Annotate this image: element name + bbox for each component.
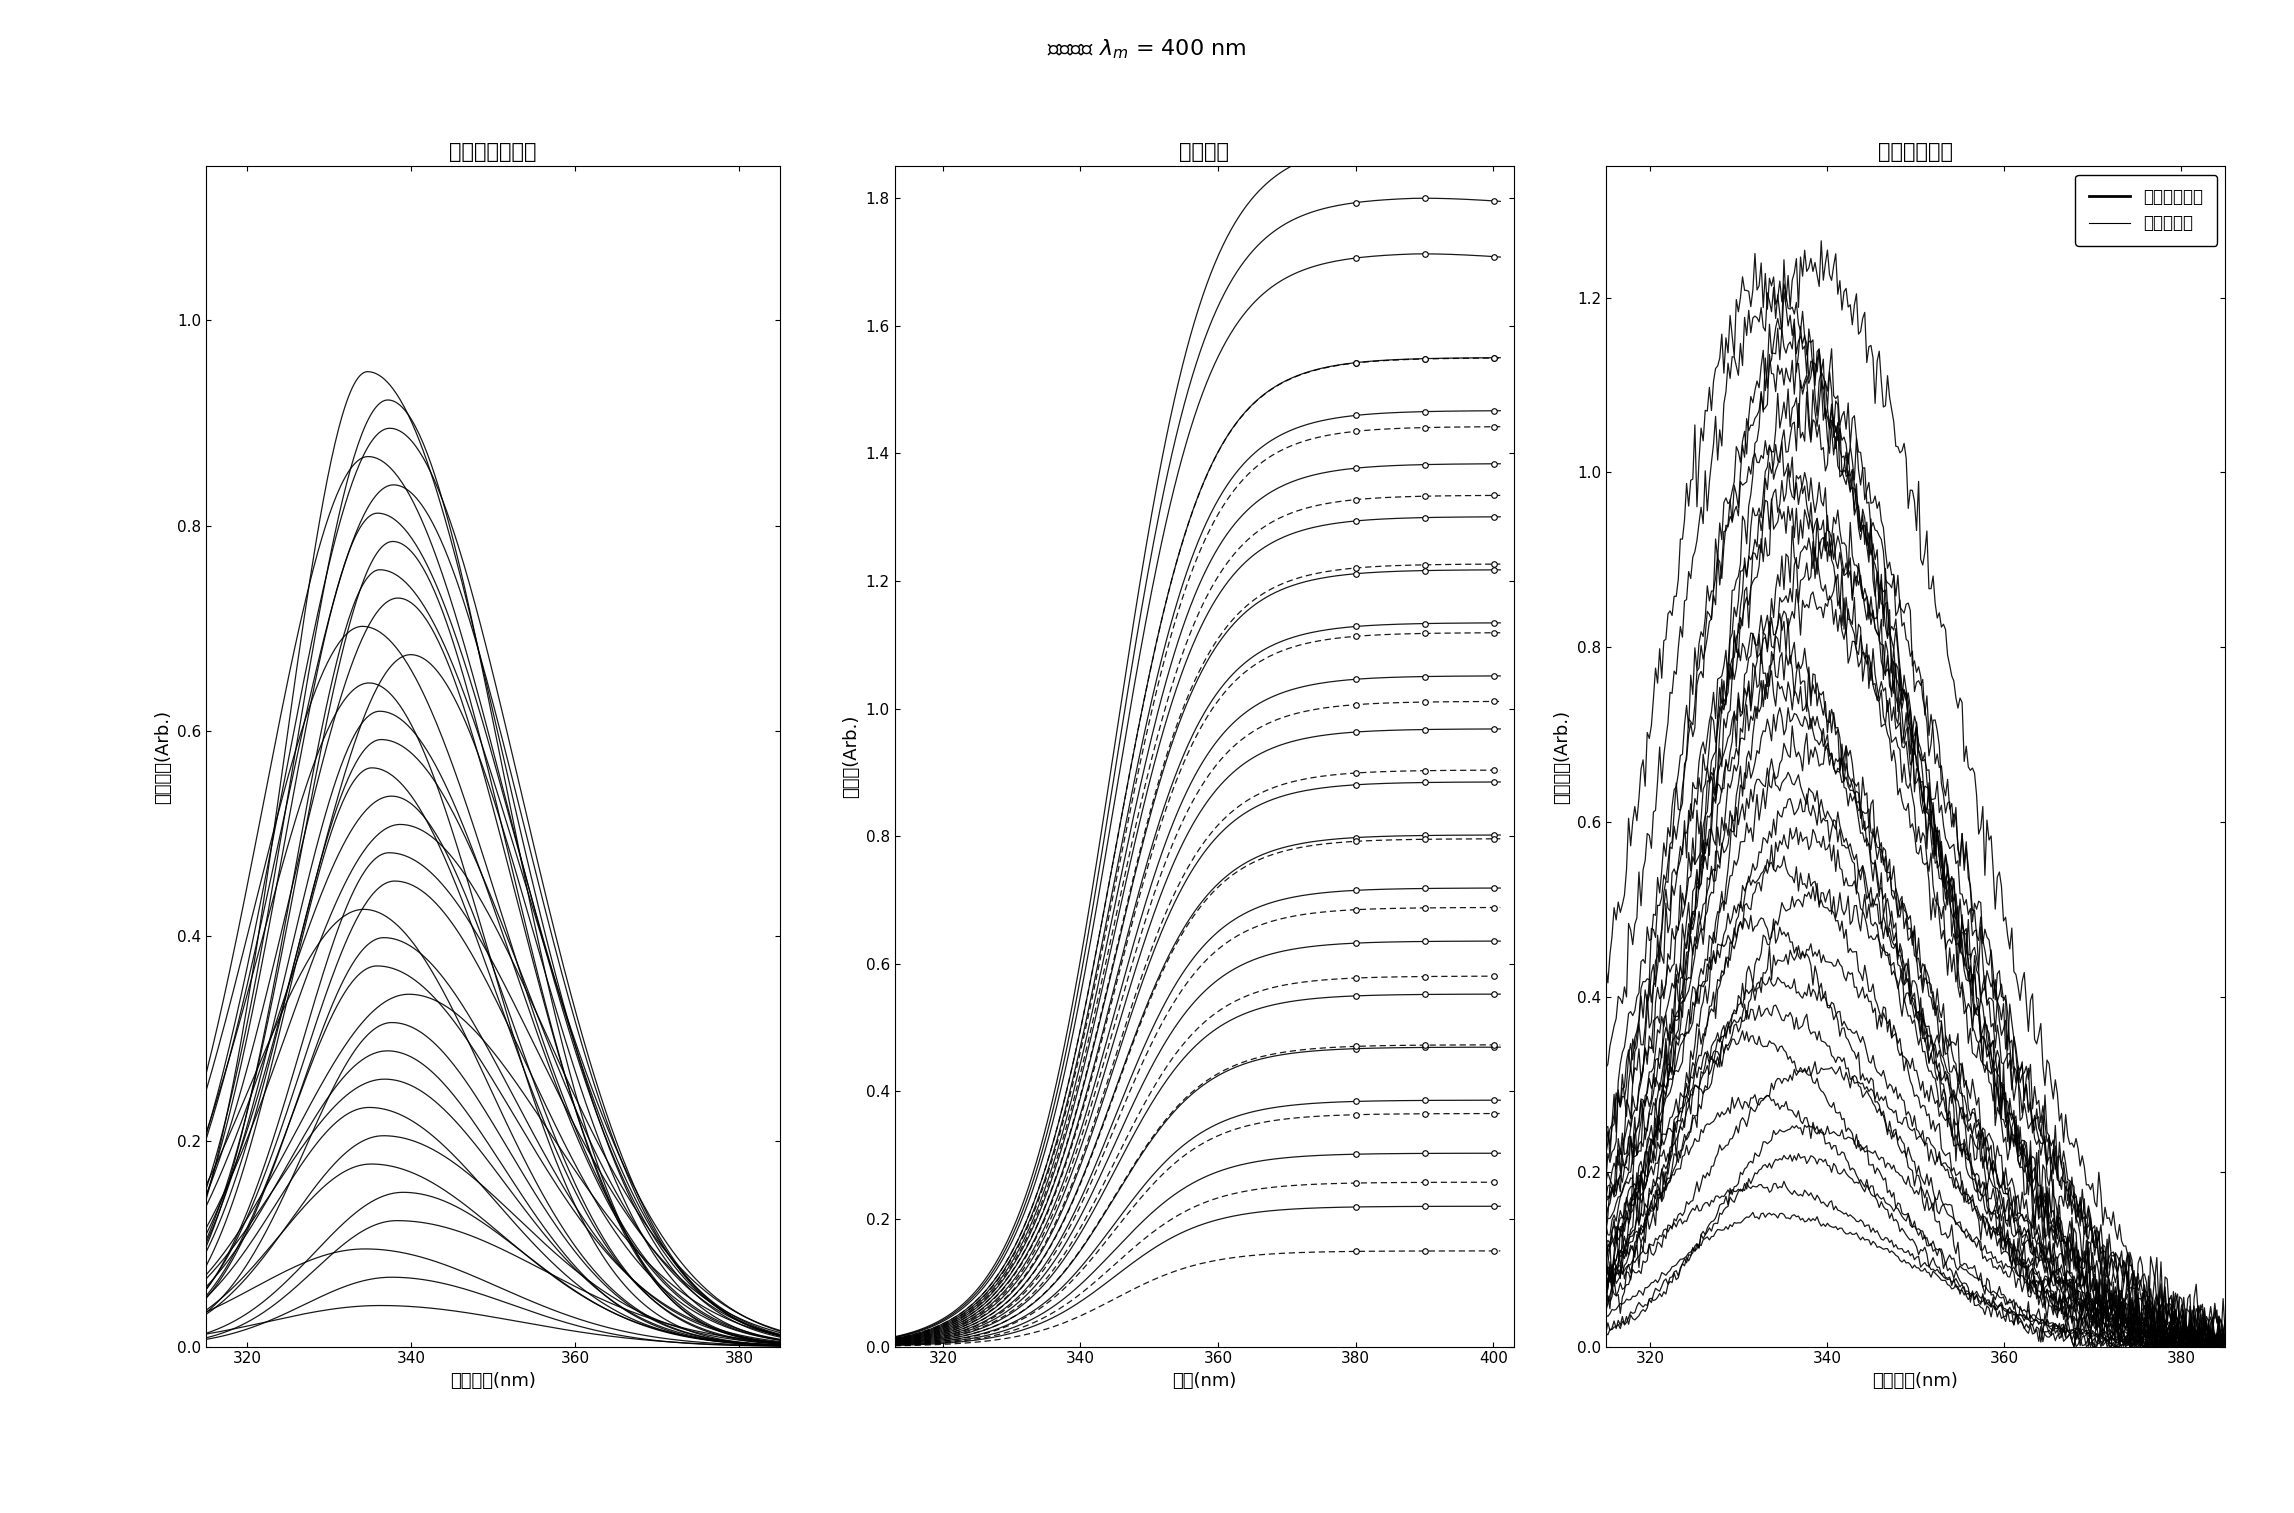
X-axis label: 激发波长(nm): 激发波长(nm) bbox=[450, 1372, 537, 1390]
X-axis label: 激发波长(nm): 激发波长(nm) bbox=[1872, 1372, 1959, 1390]
Text: 激发扫描 $\lambda_m$ = 400 nm: 激发扫描 $\lambda_m$ = 400 nm bbox=[1048, 38, 1246, 62]
Legend: 非糖尿病患者, 糖尿病患者: 非糖尿病患者, 糖尿病患者 bbox=[2076, 176, 2216, 245]
Title: 未经校正的荧光: 未经校正的荧光 bbox=[450, 142, 537, 162]
Y-axis label: 荧光强度(Arb.): 荧光强度(Arb.) bbox=[154, 710, 172, 803]
Y-axis label: 反射率(Arb.): 反射率(Arb.) bbox=[842, 714, 860, 799]
Y-axis label: 发射强度(Arb.): 发射强度(Arb.) bbox=[1553, 710, 1571, 803]
X-axis label: 波长(nm): 波长(nm) bbox=[1172, 1372, 1236, 1390]
Title: 反射光谱: 反射光谱 bbox=[1179, 142, 1230, 162]
Title: 经校正的荧光: 经校正的荧光 bbox=[1879, 142, 1952, 162]
